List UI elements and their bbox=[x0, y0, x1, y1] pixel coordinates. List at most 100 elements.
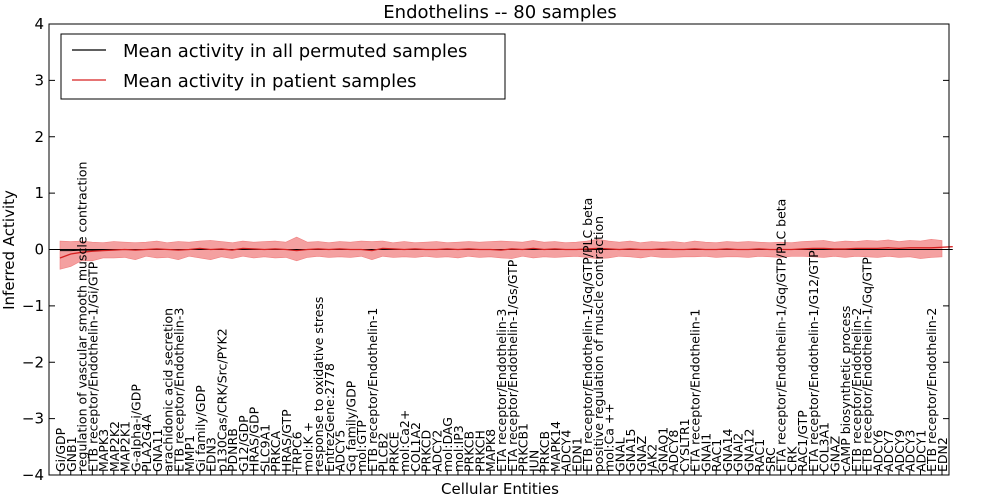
x-category-label: GNAZ bbox=[634, 436, 649, 472]
x-category-label: mol:Ca ++ bbox=[602, 403, 617, 472]
x-category-label: GNA12 bbox=[741, 429, 756, 473]
x-category-label: MAP2K1 bbox=[118, 421, 133, 472]
x-category-label: EDN1 bbox=[569, 437, 584, 472]
x-category-label: GNAZ bbox=[827, 436, 842, 472]
x-category-label: GNB1 bbox=[64, 436, 79, 472]
confidence-band-0 bbox=[59, 236, 943, 270]
x-category-label: PRKCA bbox=[268, 431, 283, 472]
x-category-label: Gq family/GDP bbox=[343, 380, 358, 472]
x-category-label: RAC1 bbox=[752, 439, 767, 472]
x-category-label: MMP1 bbox=[182, 435, 197, 472]
x-category-label: ETA receptor/Endothelin-1/G12/GTP bbox=[806, 250, 821, 472]
y-tick-label: 4 bbox=[34, 15, 44, 33]
x-category-label: G12/GDP bbox=[236, 415, 251, 472]
x-category-label: ETB receptor/Endothelin-2 bbox=[849, 308, 864, 472]
x-category-label: regulation of vascular smooth muscle con… bbox=[75, 162, 90, 472]
series-lines bbox=[59, 246, 953, 259]
x-category-label: ETB receptor/Endothelin-3 bbox=[171, 308, 186, 472]
x-category-label: PRKCH bbox=[472, 430, 487, 472]
x-category-label: GNA11 bbox=[150, 429, 165, 473]
y-tick-label: 0 bbox=[34, 241, 44, 259]
x-category-label: GNAI1 bbox=[698, 433, 713, 472]
x-category-label: MAPK8 bbox=[483, 429, 498, 472]
x-category-label: JUN bbox=[526, 450, 541, 473]
series-line-1 bbox=[59, 246, 953, 259]
x-category-label: G-alpha-i/GDP bbox=[128, 384, 143, 472]
x-category-label: Gi/GDP bbox=[53, 427, 68, 472]
x-category-label: PRKCB1 bbox=[516, 423, 531, 472]
x-category-label: ADCY3 bbox=[903, 430, 918, 472]
x-category-label: ADCY9 bbox=[892, 430, 907, 472]
legend: Mean activity in all permuted samples Me… bbox=[60, 33, 506, 100]
x-category-label: MAPK3 bbox=[96, 429, 111, 472]
x-category-label: SLC9A1 bbox=[257, 424, 272, 472]
y-axis-label: Inferred Activity bbox=[0, 190, 18, 310]
confidence-bands bbox=[59, 236, 943, 270]
x-category-label: TRPC6 bbox=[290, 431, 305, 473]
x-category-label: ADCY6 bbox=[870, 430, 885, 472]
x-category-label: Gi family/GDP bbox=[193, 385, 208, 472]
x-category-label: GNA14 bbox=[720, 428, 735, 472]
x-category-label: cAMP biosynthetic process bbox=[838, 306, 853, 472]
legend-label-patient: Mean activity in patient samples bbox=[123, 71, 417, 92]
legend-label-permuted: Mean activity in all permuted samples bbox=[123, 41, 467, 62]
y-tick-label: 1 bbox=[34, 184, 44, 202]
x-category-label: ETB receptor/Endothelin-1 bbox=[365, 308, 380, 472]
x-category-label: ADCY4 bbox=[559, 430, 574, 472]
x-category-label: GNAL bbox=[612, 437, 627, 472]
x-category-label: ETB receptor/Endothelin-1/Gq/GTP/PLC bet… bbox=[580, 198, 595, 472]
x-category-label: mol:Ca2+ bbox=[397, 410, 412, 472]
y-tick-label: −3 bbox=[22, 410, 44, 428]
legend-box bbox=[60, 33, 506, 100]
y-tick-label: −4 bbox=[22, 466, 44, 484]
x-category-label: MAPK14 bbox=[548, 421, 563, 472]
y-tick-label: −1 bbox=[22, 297, 44, 315]
x-category-label: RAC1 bbox=[709, 439, 724, 472]
x-category-label: mol:IP3 bbox=[451, 425, 466, 472]
x-category-label: COL3A1 bbox=[817, 422, 832, 472]
x-category-label: ETA receptor/Endothelin-1/Gs/GTP bbox=[505, 259, 520, 472]
x-category-label: ADCY1 bbox=[913, 430, 928, 472]
x-category-label: PRKCE bbox=[386, 432, 401, 472]
x-category-label: HRAS/GTP bbox=[279, 409, 294, 472]
y-axis-ticks: −4 −3 −2 −1 0 1 2 3 4 bbox=[22, 15, 949, 484]
x-category-label: GNAI2 bbox=[731, 433, 746, 472]
x-category-label: PRKCB bbox=[462, 431, 477, 472]
x-category-label: ADCY8 bbox=[666, 430, 681, 472]
x-category-label: PDNRB bbox=[225, 428, 240, 472]
x-category-label: ETB receptor/Endothelin-2 bbox=[924, 308, 939, 472]
x-category-label: positive regulation of muscle contractio… bbox=[591, 216, 606, 472]
x-category-label: PLA2G4A bbox=[139, 414, 154, 472]
x-category-label: COL1A2 bbox=[408, 422, 423, 472]
x-category-label: PRKCD bbox=[419, 430, 434, 472]
x-category-label: SRC bbox=[763, 447, 778, 472]
x-category-label: ADCY7 bbox=[881, 430, 896, 472]
x-category-label: ETB receptor/Endothelin-1/Gq/GTP bbox=[860, 257, 875, 472]
x-category-label: p130Cas/CRK/Src/PYK2 bbox=[214, 328, 229, 472]
x-category-label: ETA receptor/Endothelin-1 bbox=[688, 309, 703, 472]
x-category-label: mol:DAG bbox=[440, 417, 455, 472]
x-category-label: EDN2 bbox=[935, 437, 950, 472]
x-axis-label: Cellular Entities bbox=[441, 480, 559, 498]
chart-title: Endothelins -- 80 samples bbox=[383, 2, 616, 23]
x-category-label: HRAS/GDP bbox=[247, 406, 262, 472]
x-category-label: GNA15 bbox=[623, 429, 638, 473]
x-category-label: EDN3 bbox=[204, 437, 219, 472]
x-category-label: PLCB2 bbox=[376, 432, 391, 472]
x-category-label: CRK bbox=[784, 446, 799, 472]
y-tick-label: −2 bbox=[22, 353, 44, 371]
x-category-label: JAK2 bbox=[645, 444, 660, 473]
x-category-label: ADCY5 bbox=[333, 430, 348, 472]
x-category-label: response to oxidative stress bbox=[311, 297, 326, 472]
x-category-label: arachidonic acid secretion bbox=[161, 308, 176, 472]
x-category-label: ETA receptor/Endothelin-1/Gq/GTP/PLC bet… bbox=[774, 199, 789, 472]
plot-frame bbox=[48, 23, 950, 476]
x-category-label: mol:GTP bbox=[354, 420, 369, 472]
x-category-label: mol:K + bbox=[300, 422, 315, 472]
x-category-label: GNAQ1 bbox=[655, 427, 670, 472]
x-category-label: PRKCB bbox=[537, 431, 552, 472]
x-category-label: ADCY2 bbox=[429, 430, 444, 472]
x-category-label: CYSLTR1 bbox=[677, 418, 692, 472]
